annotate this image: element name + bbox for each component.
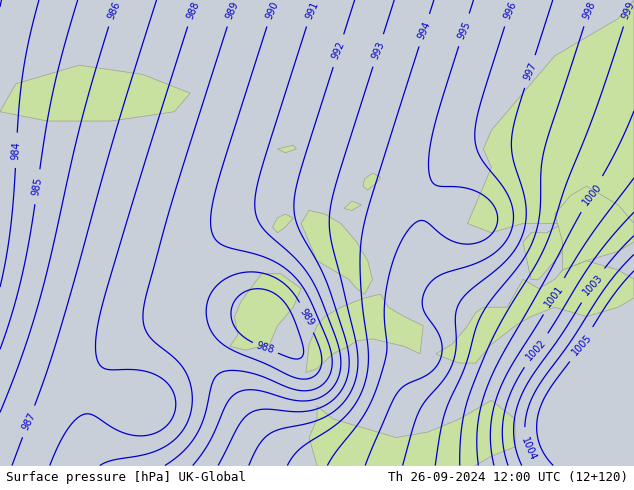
- Text: Surface pressure [hPa] UK-Global: Surface pressure [hPa] UK-Global: [6, 471, 247, 484]
- Polygon shape: [273, 214, 293, 233]
- Text: 993: 993: [370, 40, 386, 61]
- Text: 1005: 1005: [569, 332, 593, 357]
- Text: 1000: 1000: [580, 181, 604, 207]
- Polygon shape: [555, 186, 634, 270]
- Text: 994: 994: [416, 20, 432, 41]
- Polygon shape: [436, 261, 634, 363]
- Polygon shape: [344, 201, 361, 210]
- Polygon shape: [278, 145, 296, 153]
- Polygon shape: [309, 400, 515, 490]
- Text: 984: 984: [11, 141, 22, 160]
- Text: 986: 986: [106, 0, 122, 21]
- Polygon shape: [523, 223, 563, 279]
- Text: 1003: 1003: [581, 272, 605, 297]
- Polygon shape: [363, 173, 380, 190]
- Text: 1001: 1001: [543, 283, 566, 309]
- Text: 989: 989: [224, 0, 241, 21]
- Text: 988: 988: [255, 341, 276, 356]
- Text: Th 26-09-2024 12:00 UTC (12+120): Th 26-09-2024 12:00 UTC (12+120): [387, 471, 628, 484]
- Text: 998: 998: [581, 0, 597, 21]
- Polygon shape: [306, 294, 424, 372]
- Text: 985: 985: [31, 177, 44, 197]
- Text: 990: 990: [264, 0, 280, 21]
- Text: 992: 992: [330, 40, 347, 61]
- Text: 1004: 1004: [519, 436, 538, 463]
- Text: 995: 995: [456, 20, 472, 40]
- Text: 989: 989: [297, 307, 316, 328]
- Polygon shape: [301, 210, 373, 294]
- Polygon shape: [230, 274, 301, 350]
- Text: 997: 997: [522, 61, 538, 82]
- Text: 999: 999: [621, 0, 634, 21]
- Polygon shape: [0, 65, 190, 121]
- Text: 996: 996: [501, 0, 518, 21]
- Polygon shape: [467, 0, 634, 251]
- Polygon shape: [238, 466, 451, 490]
- Text: 991: 991: [304, 0, 320, 21]
- Text: 1002: 1002: [524, 338, 548, 363]
- Text: 988: 988: [184, 0, 201, 21]
- Text: 987: 987: [20, 411, 37, 432]
